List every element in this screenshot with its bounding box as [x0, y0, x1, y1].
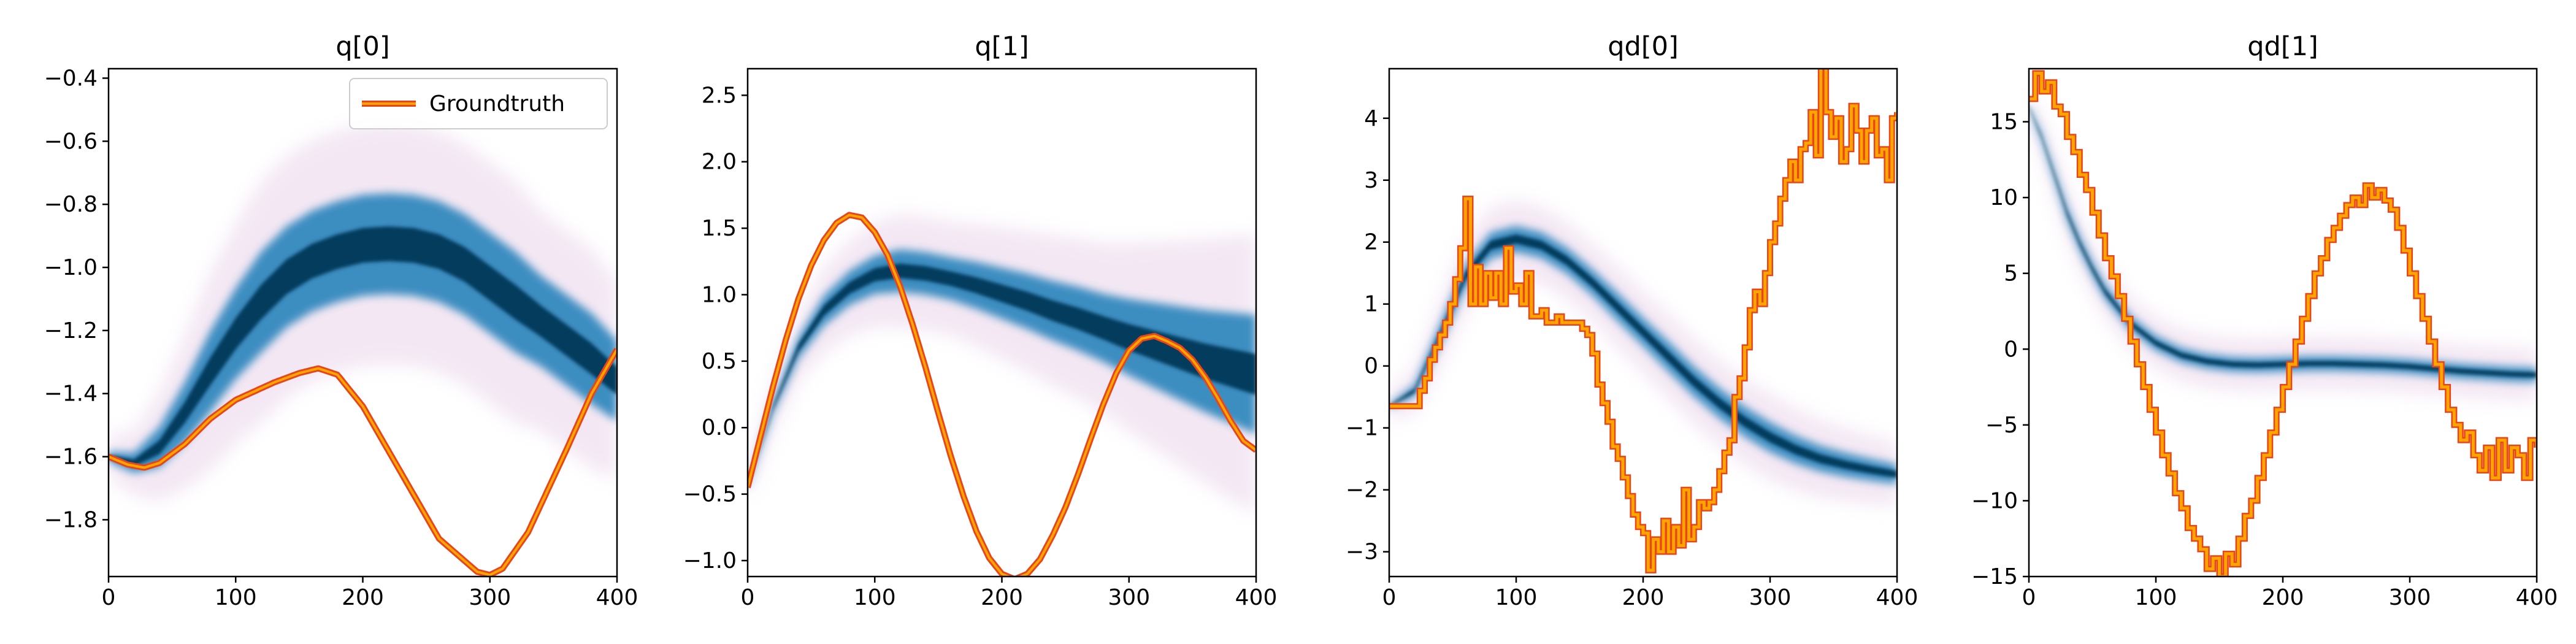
x-tick-label: 200	[981, 585, 1023, 610]
y-tick-label: 3	[1364, 168, 1378, 193]
y-tick-label: −1.0	[683, 548, 737, 573]
y-tick-label: −1.8	[44, 507, 98, 532]
y-tick-label: −10	[1971, 488, 2018, 513]
x-tick-label: 400	[1876, 585, 1919, 610]
y-tick-label: −2	[1346, 478, 1378, 503]
y-tick-label: 4	[1364, 106, 1378, 131]
y-tick-label: 0	[1364, 354, 1378, 379]
x-tick-label: 100	[2135, 585, 2177, 610]
y-tick-label: 5	[2004, 261, 2018, 286]
y-tick-label: 1	[1364, 292, 1378, 317]
y-tick-label: −0.4	[44, 66, 98, 91]
density-mid	[748, 249, 1256, 490]
x-tick-label: 0	[1382, 585, 1397, 610]
x-tick-label: 300	[2389, 585, 2431, 610]
y-tick-label: 2	[1364, 230, 1378, 255]
y-tick-label: −1	[1346, 416, 1378, 441]
x-tick-label: 400	[2516, 585, 2558, 610]
subplot-0: 0 100 200 300 400 −1.8 −1.6 −1.4 −1.2 −1.0 −0.8 −0.…	[44, 31, 638, 610]
groundtruth-line	[1389, 69, 1897, 572]
y-tick-label: −15	[1971, 564, 2018, 589]
y-tick-label: −3	[1346, 540, 1378, 565]
density-mid	[109, 193, 617, 473]
subplot-1: 0 100 200 300 400 −1.0 −0.5 0.0 0.5 1.0 1.5 2.0 2.5 q…	[683, 31, 1278, 610]
x-tick-label: 300	[1108, 585, 1150, 610]
subplot-2: 0 100 200 300 400 −3 −2 −1 0 1 2 3 4 qd[0]	[1346, 31, 1918, 610]
plot-area	[2029, 70, 2537, 577]
y-tick-label: −0.6	[44, 129, 98, 154]
density-core	[109, 226, 617, 467]
groundtruth-line	[748, 213, 1256, 577]
x-tick-label: 100	[215, 585, 257, 610]
chart-title: q[0]	[335, 31, 389, 62]
x-tick-label: 0	[741, 585, 755, 610]
density-mid	[1389, 226, 1897, 485]
y-tick-label: 2.5	[702, 83, 737, 108]
groundtruth-outline	[2029, 70, 2537, 577]
chart-title: qd[0]	[1608, 31, 1679, 62]
x-tick-label: 100	[854, 585, 896, 610]
y-tick-label: 0	[2004, 337, 2018, 362]
plot-area	[748, 212, 1256, 577]
y-tick-label: −1.0	[44, 255, 98, 280]
x-tick-label: 0	[2022, 585, 2036, 610]
y-tick-label: −0.8	[44, 192, 98, 217]
axes-frame	[2028, 67, 2538, 578]
subplot-3: 0 100 200 300 400 −15 −10 −5 0 5 10 15 qd[1]	[1971, 31, 2558, 610]
y-tick-label: 2.0	[702, 150, 737, 175]
y-tick-label: −0.5	[683, 482, 737, 507]
legend: Groundtruth	[349, 78, 608, 129]
density-halo	[109, 123, 617, 502]
plot-area	[109, 123, 617, 577]
y-tick-label: 0.5	[702, 349, 737, 374]
x-tick-label: 400	[1235, 585, 1278, 610]
y-tick-label: −5	[1985, 413, 2018, 438]
y-tick-label: −1.2	[44, 318, 98, 343]
legend-box	[349, 78, 608, 129]
x-tick-label: 200	[1622, 585, 1665, 610]
x-tick-label: 200	[342, 585, 384, 610]
y-tick-label: 1.5	[702, 216, 737, 241]
x-tick-label: 300	[469, 585, 511, 610]
groundtruth-line	[109, 348, 617, 577]
y-tick-label: −1.6	[44, 445, 98, 470]
y-tick-label: 1.0	[702, 282, 737, 307]
y-tick-label: −1.4	[44, 381, 98, 407]
x-tick-label: 300	[1749, 585, 1792, 610]
y-tick-label: 0.0	[702, 415, 737, 440]
chart-title: q[1]	[975, 31, 1029, 62]
x-tick-label: 400	[596, 585, 638, 610]
chart-title: qd[1]	[2247, 31, 2318, 62]
y-tick-label: 15	[1990, 110, 2018, 135]
y-tick-label: 10	[1990, 185, 2018, 210]
groundtruth-line	[2029, 71, 2537, 577]
plot-area	[1389, 69, 1897, 573]
x-tick-label: 0	[102, 585, 116, 610]
x-tick-label: 200	[2262, 585, 2304, 610]
x-tick-label: 100	[1495, 585, 1538, 610]
density-halo	[2029, 91, 2537, 401]
legend-label: Groundtruth	[429, 91, 565, 117]
